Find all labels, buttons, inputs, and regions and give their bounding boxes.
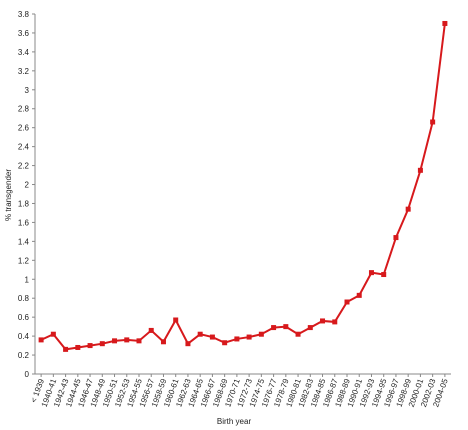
data-point: [197, 331, 203, 337]
data-point: [246, 334, 252, 340]
y-tick-label: 2: [25, 181, 30, 190]
y-tick-label: 1: [25, 275, 30, 284]
data-point: [258, 331, 264, 337]
y-tick-label: 3.8: [18, 10, 30, 19]
y-tick-label: 2.8: [18, 105, 30, 114]
data-point: [136, 338, 142, 344]
data-point: [99, 341, 105, 347]
data-point: [50, 331, 56, 337]
data-line: [40, 23, 446, 351]
data-point: [222, 340, 228, 346]
data-point: [393, 235, 399, 241]
y-tick-label: 3.4: [18, 48, 30, 57]
y-axis-label: % transgender: [4, 169, 13, 221]
data-point: [442, 20, 448, 26]
data-point: [124, 337, 130, 343]
data-point: [307, 325, 313, 331]
data-point: [344, 299, 350, 305]
data-point: [160, 339, 166, 345]
data-point: [320, 318, 326, 324]
y-tick-label: 0.8: [18, 294, 30, 303]
data-point: [271, 325, 277, 331]
x-axis-label: Birth year: [217, 417, 252, 426]
data-point: [173, 317, 179, 323]
data-point: [332, 319, 338, 325]
y-tick-label: 1.4: [18, 237, 30, 246]
data-point: [75, 344, 81, 350]
y-tick-label: 2.2: [18, 162, 30, 171]
data-point: [234, 336, 240, 342]
y-tick-label: 0.2: [18, 351, 30, 360]
y-tick-label: 0.4: [18, 332, 30, 341]
data-point: [63, 346, 69, 352]
data-point: [112, 338, 118, 344]
data-point: [417, 167, 423, 173]
data-point: [356, 292, 362, 298]
data-point: [209, 334, 215, 340]
y-tick-label: 3.6: [18, 29, 30, 38]
y-tick-label: 0: [25, 370, 30, 379]
data-point: [38, 337, 44, 343]
data-point: [381, 272, 387, 278]
data-point: [368, 270, 374, 276]
data-point: [430, 119, 436, 125]
data-point: [295, 331, 301, 337]
y-tick-label: 3: [25, 86, 30, 95]
y-tick-label: 1.8: [18, 199, 30, 208]
data-point: [405, 206, 411, 212]
data-point: [87, 343, 93, 349]
y-tick-label: 1.2: [18, 256, 30, 265]
data-point: [148, 327, 154, 333]
data-point: [185, 341, 191, 347]
y-tick-label: 1.6: [18, 218, 30, 227]
y-tick-label: 0.6: [18, 313, 30, 322]
y-tick-label: 2.6: [18, 124, 30, 133]
y-tick-label: 2.4: [18, 143, 30, 152]
data-point: [283, 324, 289, 330]
y-tick-label: 3.2: [18, 67, 30, 76]
